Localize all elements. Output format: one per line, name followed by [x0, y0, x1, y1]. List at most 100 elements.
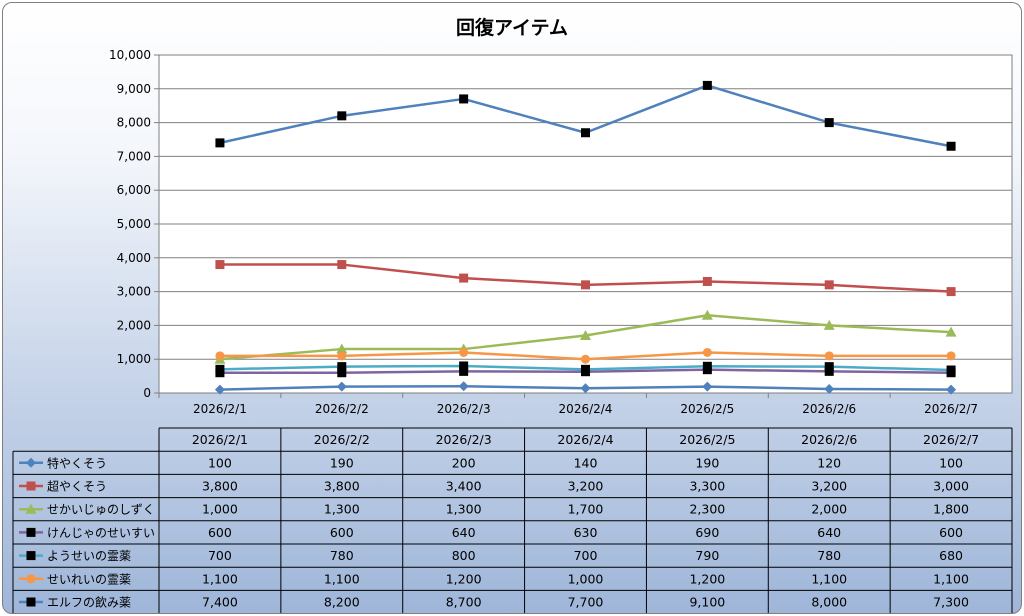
y-tick-label: 7,000: [117, 149, 151, 163]
table-cell: 200: [452, 455, 476, 470]
y-tick-label: 5,000: [117, 217, 151, 231]
table-cell: 8,000: [811, 595, 847, 610]
data-point: [581, 128, 590, 138]
data-point: [946, 287, 956, 297]
table-row-label: エルフの飲み薬: [47, 595, 131, 610]
table-row-label: ようせいの霊薬: [47, 549, 131, 563]
x-tick-label: 2026/2/7: [924, 402, 978, 416]
table-cell: 1,100: [202, 571, 238, 586]
table-cell: 3,800: [324, 479, 360, 494]
data-point: [702, 347, 712, 357]
data-point: [214, 384, 225, 395]
table-cell: 7,300: [933, 595, 969, 610]
y-tick-label: 1,000: [117, 352, 151, 366]
y-tick-label: 9,000: [117, 82, 151, 96]
data-point: [823, 319, 835, 330]
data-point: [336, 343, 348, 354]
data-point: [580, 383, 591, 394]
legend-key-2: [19, 481, 43, 491]
table-cell: 100: [208, 455, 232, 470]
y-tick-label: 0: [143, 386, 151, 400]
table-row-label: 特やくそう: [47, 455, 107, 470]
table-cell: 3,000: [933, 479, 969, 494]
table-cell: 1,000: [568, 571, 604, 586]
table-cell: 100: [939, 455, 963, 470]
table-cell: 1,700: [568, 502, 604, 517]
x-tick-label: 2026/2/6: [802, 402, 856, 416]
legend-key-4: [19, 527, 43, 537]
data-point: [337, 351, 347, 361]
data-point: [459, 361, 469, 371]
table-cell: 1,100: [811, 571, 847, 586]
table-cell: 800: [452, 548, 476, 563]
data-point: [459, 366, 469, 376]
table-cell: 120: [817, 455, 841, 470]
table-cell: 680: [939, 548, 963, 563]
y-tick-label: 4,000: [117, 251, 151, 265]
data-point: [459, 347, 469, 357]
table-cell: 190: [330, 455, 354, 470]
x-tick-label: 2026/2/5: [680, 402, 734, 416]
table-row-label: 超やくそう: [47, 479, 107, 494]
data-point: [215, 351, 225, 361]
series-1: [214, 381, 957, 395]
data-point: [701, 309, 713, 320]
series-5: [215, 361, 956, 375]
y-tick-label: 10,000: [109, 48, 151, 62]
data-point: [459, 273, 469, 283]
table-cell: 2,300: [689, 502, 725, 517]
series-6: [215, 347, 956, 364]
data-point: [337, 260, 347, 270]
data-point: [702, 276, 712, 286]
data-point: [702, 361, 712, 371]
table-cell: 8,700: [446, 595, 482, 610]
table-cell: 9,100: [689, 595, 725, 610]
data-point: [824, 351, 834, 361]
table-cell: 3,200: [811, 479, 847, 494]
table-cell: 3,200: [568, 479, 604, 494]
table-cell: 1,200: [446, 571, 482, 586]
legend-key-5: [19, 551, 43, 561]
data-point: [337, 111, 347, 121]
x-tick-label: 2026/2/3: [437, 402, 491, 416]
data-point: [26, 481, 36, 491]
table-cell: 700: [574, 548, 598, 563]
table-cell: 8,200: [324, 595, 360, 610]
data-point: [946, 351, 956, 361]
data-point: [25, 503, 37, 514]
x-tick-label: 2026/2/2: [315, 402, 369, 416]
data-point: [459, 94, 469, 104]
table-cell: 1,800: [933, 502, 969, 517]
table-row-label: せいれいの霊薬: [47, 572, 131, 586]
data-point: [824, 118, 834, 128]
data-point: [26, 457, 36, 468]
data-point: [26, 597, 36, 607]
y-tick-label: 2,000: [117, 318, 151, 332]
x-tick-label: 2026/2/1: [193, 402, 247, 416]
table-cell: 3,400: [446, 479, 482, 494]
plot-area: 0 1,000 2,000 3,000 4,000 5,000 6,000 7,000 8,00…: [109, 48, 1013, 416]
data-point: [337, 368, 347, 378]
y-tick-label: 8,000: [117, 116, 151, 130]
y-tick-label: 6,000: [117, 183, 151, 197]
y-tick-label: 3,000: [117, 285, 151, 299]
table-cell: 780: [817, 548, 841, 563]
table-header-cell: 2026/2/2: [314, 432, 370, 447]
table-cell: 1,100: [933, 571, 969, 586]
table-cell: 3,300: [689, 479, 725, 494]
series-2: [215, 260, 956, 297]
data-point: [215, 260, 225, 270]
table-cell: 640: [817, 525, 841, 540]
legend-key-1: [19, 457, 43, 468]
table-cell: 640: [452, 525, 476, 540]
table-cell: 1,300: [324, 502, 360, 517]
data-point: [26, 527, 36, 537]
table-header-cell: 2026/2/3: [436, 432, 492, 447]
table-cell: 600: [330, 525, 354, 540]
table-header-cell: 2026/2/4: [557, 432, 613, 447]
table-cell: 1,100: [324, 571, 360, 586]
table-cell: 140: [574, 455, 598, 470]
legend-key-7: [19, 597, 43, 607]
table-cell: 690: [695, 525, 719, 540]
table-cell: 790: [695, 548, 719, 563]
